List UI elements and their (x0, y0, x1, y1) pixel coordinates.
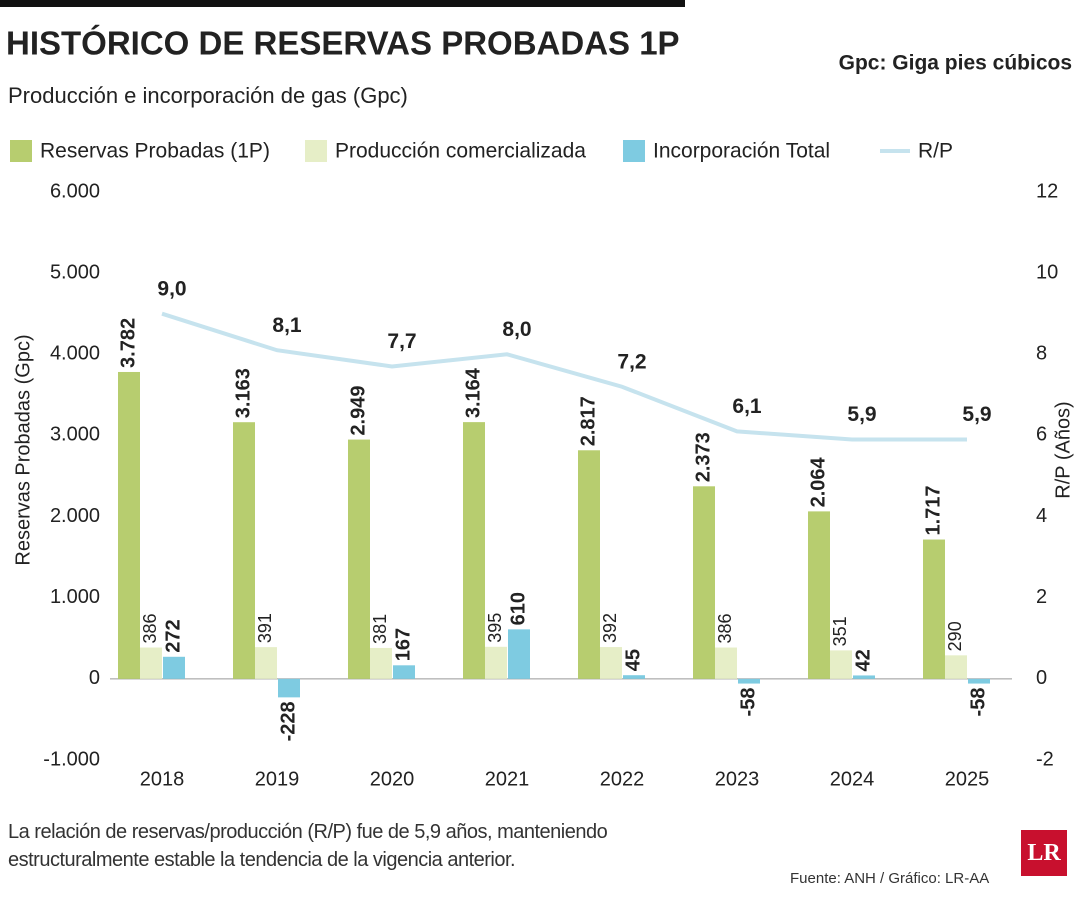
data-label: 351 (830, 616, 850, 646)
bar (600, 647, 622, 679)
data-label: -228 (277, 701, 299, 741)
bar (808, 511, 830, 679)
bar (945, 655, 967, 679)
bar (830, 650, 852, 679)
data-label: -58 (967, 688, 989, 717)
data-label: 9,0 (157, 277, 186, 300)
y2-tick-label: 8 (1036, 343, 1047, 365)
bar (715, 647, 737, 679)
x-tick-label: 2020 (370, 768, 415, 790)
legend-swatch (10, 140, 32, 162)
y2-tick-label: -2 (1036, 748, 1054, 770)
data-label: 3.163 (232, 368, 254, 418)
bar (578, 450, 600, 679)
bar (278, 678, 300, 698)
bar (393, 665, 415, 679)
data-label: 8,1 (272, 314, 302, 337)
y-tick-label: 1.000 (50, 586, 100, 608)
x-tick-label: 2019 (255, 768, 300, 790)
data-label: 7,7 (387, 330, 416, 353)
y2-tick-label: 12 (1036, 180, 1058, 202)
legend-swatch (623, 140, 645, 162)
bar (118, 371, 140, 679)
data-label: 6,1 (732, 395, 762, 418)
bar (140, 647, 162, 679)
x-tick-label: 2024 (830, 768, 875, 790)
x-tick-label: 2022 (600, 768, 645, 790)
data-label: 391 (255, 613, 275, 643)
legend-label: Incorporación Total (653, 140, 830, 163)
data-label: 5,9 (962, 403, 991, 426)
data-label: 386 (715, 613, 735, 643)
bar (485, 646, 507, 679)
bar (233, 422, 255, 679)
data-label: 3.782 (117, 318, 139, 368)
y-tick-label: 4.000 (50, 343, 100, 365)
data-label: -58 (737, 688, 759, 717)
x-tick-label: 2025 (945, 768, 990, 790)
bar (348, 439, 370, 679)
data-label: 2.373 (692, 432, 714, 482)
y-tick-label: 2.000 (50, 505, 100, 527)
data-label: 272 (162, 619, 184, 652)
data-label: 386 (140, 613, 160, 643)
subtitle: Producción e incorporación de gas (Gpc) (8, 83, 408, 108)
bar (370, 647, 392, 679)
legend-label: Reservas Probadas (1P) (40, 140, 270, 163)
legend-label: Producción comercializada (335, 140, 586, 163)
data-label: 7,2 (617, 350, 646, 373)
y2-tick-label: 4 (1036, 505, 1047, 527)
data-label: 392 (600, 613, 620, 643)
data-label: 42 (852, 649, 874, 671)
data-label: 45 (622, 649, 644, 671)
data-label: 167 (392, 628, 414, 661)
data-label: 3.164 (462, 367, 484, 418)
data-label: 1.717 (922, 485, 944, 535)
y2-tick-label: 10 (1036, 261, 1058, 283)
legend-label: R/P (918, 140, 953, 163)
bar (463, 422, 485, 679)
y-tick-label: 5.000 (50, 261, 100, 283)
bar (853, 675, 875, 679)
y-tick-label: -1.000 (43, 748, 100, 770)
data-label: 8,0 (502, 318, 531, 341)
data-label: 2.949 (347, 386, 369, 436)
x-tick-label: 2023 (715, 768, 760, 790)
bar (623, 675, 645, 679)
bar (968, 678, 990, 684)
y2-tick-label: 2 (1036, 586, 1047, 608)
data-label: 2.817 (577, 396, 599, 446)
x-tick-label: 2018 (140, 768, 185, 790)
bar (163, 656, 185, 679)
y-tick-label: 6.000 (50, 180, 100, 202)
bar (255, 647, 277, 679)
source: Fuente: ANH / Gráfico: LR-AA (790, 870, 990, 887)
y2-tick-label: 0 (1036, 667, 1047, 689)
y-tick-label: 0 (89, 667, 100, 689)
bar (923, 539, 945, 679)
unit-note: Gpc: Giga pies cúbicos (839, 52, 1072, 75)
x-tick-label: 2021 (485, 768, 530, 790)
data-label: 610 (507, 592, 529, 625)
rp-line (161, 311, 967, 442)
bar (738, 678, 760, 684)
data-label: 395 (485, 613, 505, 643)
data-label: 381 (370, 614, 390, 644)
chart-title: HISTÓRICO DE RESERVAS PROBADAS 1P (6, 25, 680, 62)
logo: LR (1021, 830, 1067, 876)
y-tick-label: 3.000 (50, 424, 100, 446)
y-axis-title: Reservas Probadas (Gpc) (12, 334, 34, 565)
data-label: 5,9 (847, 403, 876, 426)
bar (693, 486, 715, 679)
legend-swatch (305, 140, 327, 162)
top-rule (0, 0, 685, 7)
data-label: 290 (945, 621, 965, 651)
y2-axis-title: R/P (Años) (1052, 401, 1074, 498)
data-label: 2.064 (807, 456, 829, 507)
bar (508, 629, 530, 679)
y2-tick-label: 6 (1036, 424, 1047, 446)
note: La relación de reservas/producción (R/P)… (8, 821, 608, 871)
